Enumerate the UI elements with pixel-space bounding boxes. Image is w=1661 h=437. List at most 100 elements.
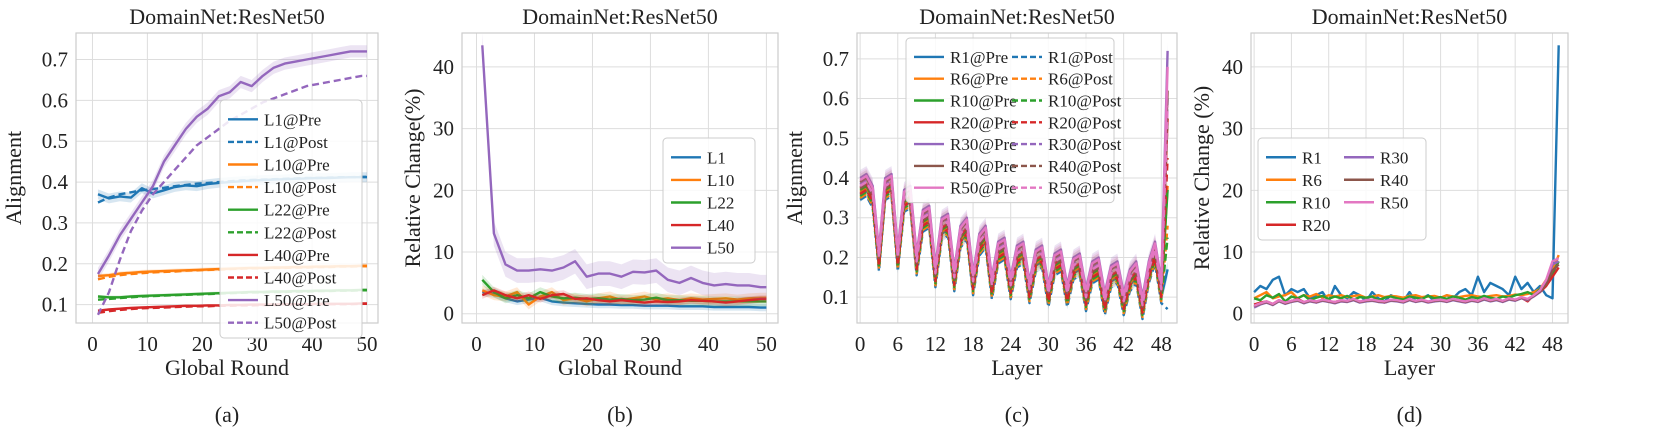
panel-caption: (c) xyxy=(1005,402,1029,427)
legend-label: L10@Post xyxy=(264,178,337,197)
series-line xyxy=(859,118,1169,309)
series-line xyxy=(859,194,1169,321)
x-tick-label: 0 xyxy=(1249,332,1260,356)
legend-label: L10@Pre xyxy=(264,156,330,175)
legend-label: R20@Post xyxy=(1048,113,1122,132)
y-tick-label: 20 xyxy=(1222,178,1243,202)
x-tick-label: 36 xyxy=(1076,332,1097,356)
series-line xyxy=(482,290,767,309)
plot-frame xyxy=(856,32,1178,324)
x-tick-label: 0 xyxy=(855,332,866,356)
x-tick-label: 12 xyxy=(925,332,946,356)
chart-title: DomainNet:ResNet50 xyxy=(919,4,1115,29)
legend-label: R1@Pre xyxy=(950,48,1008,67)
legend-label: R6@Pre xyxy=(950,70,1008,89)
legend-box xyxy=(1257,137,1427,241)
y-tick-label: 30 xyxy=(433,117,454,141)
x-tick-label: 6 xyxy=(893,332,904,356)
series-line xyxy=(481,289,767,304)
confidence-band xyxy=(482,285,767,310)
x-tick-label: 12 xyxy=(1318,332,1339,356)
y-tick-label: 0 xyxy=(444,302,455,326)
x-tick-label: 36 xyxy=(1467,332,1488,356)
legend-label: R50 xyxy=(1380,193,1408,212)
legend-label: R6 xyxy=(1302,171,1322,190)
x-tick-label: 42 xyxy=(1505,332,1526,356)
y-tick-label: 0.5 xyxy=(42,129,68,153)
legend-label: L22@Pre xyxy=(264,201,330,220)
y-axis-label: Alignment xyxy=(1,131,26,225)
y-tick-label: 0.7 xyxy=(42,48,68,72)
y-tick-label: 0.1 xyxy=(42,293,68,317)
x-tick-label: 20 xyxy=(582,332,603,356)
x-tick-label: 30 xyxy=(1430,332,1451,356)
y-tick-label: 0.3 xyxy=(823,206,849,230)
y-tick-label: 40 xyxy=(1222,55,1243,79)
x-tick-label: 18 xyxy=(1355,332,1376,356)
x-tick-label: 50 xyxy=(756,332,777,356)
x-tick-label: 6 xyxy=(1286,332,1297,356)
legend-label: L50@Pre xyxy=(264,291,330,310)
legend-label: L10 xyxy=(707,171,734,190)
legend-label: R1 xyxy=(1302,148,1322,167)
plot-frame xyxy=(461,32,779,324)
legend-label: R40@Post xyxy=(1048,157,1122,176)
legend-label: L40@Pre xyxy=(264,246,330,265)
legend-label: L50 xyxy=(707,239,734,258)
legend-label: R40 xyxy=(1380,171,1408,190)
panel-a: 0 10 20 30 40 500.10.20.30.40.50.60.7DomainNe… xyxy=(1,4,379,427)
legend-label: L1@Post xyxy=(264,133,328,152)
legend: L1 L10 L22 L40 L50 xyxy=(662,137,756,264)
legend-label: R1@Post xyxy=(1048,48,1113,67)
y-tick-label: 0.5 xyxy=(823,126,849,150)
x-tick-label: 40 xyxy=(698,332,719,356)
chart-title: DomainNet:ResNet50 xyxy=(1312,4,1508,29)
legend-box xyxy=(905,37,1115,204)
series-line xyxy=(859,98,1169,305)
x-axis-label: Layer xyxy=(991,355,1043,380)
x-tick-label: 42 xyxy=(1113,332,1134,356)
x-tick-label: 48 xyxy=(1151,332,1172,356)
legend-label: R50@Post xyxy=(1048,179,1122,198)
x-tick-label: 30 xyxy=(1038,332,1059,356)
confidence-band xyxy=(482,33,767,300)
series-line xyxy=(859,106,1169,307)
y-tick-label: 0.3 xyxy=(42,211,68,235)
y-tick-label: 10 xyxy=(1222,240,1243,264)
x-tick-label: 18 xyxy=(963,332,984,356)
legend-label: R6@Post xyxy=(1048,70,1113,89)
x-tick-label: 0 xyxy=(471,332,482,356)
series-lines xyxy=(1253,45,1560,309)
y-tick-label: 0.6 xyxy=(42,88,68,112)
legend-label: R10 xyxy=(1302,193,1330,212)
x-tick-label: 50 xyxy=(357,332,378,356)
y-tick-label: 0 xyxy=(1233,302,1244,326)
y-tick-label: 0.2 xyxy=(42,252,68,276)
y-tick-label: 20 xyxy=(433,178,454,202)
chart-title: DomainNet:ResNet50 xyxy=(129,4,325,29)
y-tick-label: 0.7 xyxy=(823,47,849,71)
y-tick-label: 0.1 xyxy=(823,285,849,309)
series-line xyxy=(859,190,1169,317)
series-line xyxy=(859,158,1169,315)
x-axis-label: Global Round xyxy=(165,355,289,380)
x-tick-label: 0 xyxy=(87,332,98,356)
legend-label: R40@Pre xyxy=(950,157,1017,176)
plot-frame xyxy=(1250,32,1569,324)
legend-label: L1@Pre xyxy=(264,110,321,129)
legend-label: R10@Post xyxy=(1048,92,1122,111)
series-line xyxy=(859,192,1169,319)
legend-label: L1 xyxy=(707,148,726,167)
legend-label: R30@Post xyxy=(1048,135,1122,154)
legend-label: L40@Post xyxy=(264,269,337,288)
x-axis-label: Global Round xyxy=(558,355,682,380)
y-tick-label: 0.2 xyxy=(823,245,849,269)
series-line xyxy=(96,50,367,275)
y-tick-label: 0.4 xyxy=(823,166,850,190)
x-axis-label: Layer xyxy=(1384,355,1436,380)
legend-label: L50@Post xyxy=(264,314,337,333)
legend-label: L22@Post xyxy=(264,223,337,242)
confidence-band xyxy=(482,274,767,307)
legend-label: L40 xyxy=(707,216,734,235)
x-tick-label: 10 xyxy=(137,332,158,356)
